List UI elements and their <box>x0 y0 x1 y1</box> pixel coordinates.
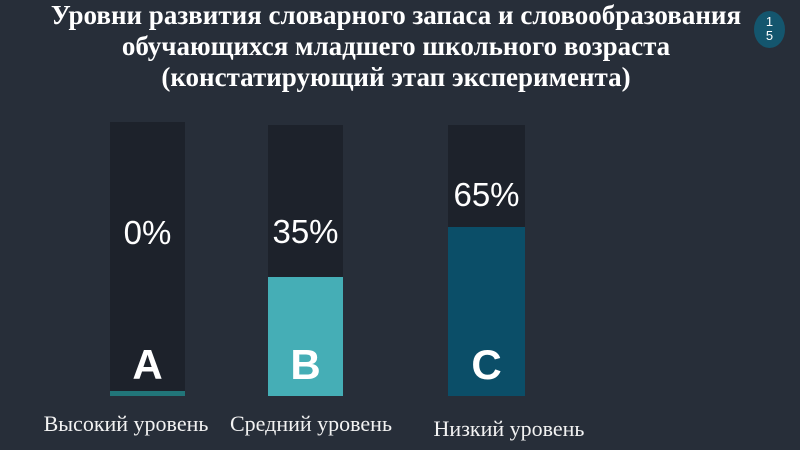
slide-title-line-2: обучающихся младшего школьного возраста <box>121 31 671 61</box>
bar-letter-a: A <box>132 341 163 388</box>
bar-value-label-b: 35% <box>272 213 339 250</box>
slide-title-line-1: Уровни развития словарного запаса и слов… <box>50 0 742 30</box>
category-label-high: Высокий уровень <box>43 411 209 436</box>
bar-track-middle-level: 35% B <box>268 125 343 396</box>
slide-title-line-3: (констатирующий этап эксперимента) <box>161 62 631 92</box>
bar-fill-b <box>268 277 343 396</box>
slide-title: Уровни развития словарного запаса и слов… <box>0 0 792 93</box>
category-label-middle: Средний уровень <box>230 411 392 436</box>
bar-letter-c: C <box>471 341 502 388</box>
slide-number-digit-2: 5 <box>765 28 774 43</box>
slide-number-digit-1: 1 <box>765 14 774 29</box>
bar-track-high-level: 0% A <box>110 122 185 396</box>
bar-value-label-a: 0% <box>123 214 172 251</box>
bar-value-label-c: 65% <box>453 176 520 213</box>
bar-letter-b: B <box>290 341 321 388</box>
bar-fill-a <box>110 391 185 396</box>
bar-track-low-level: 65% C <box>448 125 525 396</box>
bar-fill-c <box>448 227 525 396</box>
category-label-low: Низкий уровень <box>433 416 585 441</box>
slide-number-badge: 1 5 <box>754 11 785 48</box>
